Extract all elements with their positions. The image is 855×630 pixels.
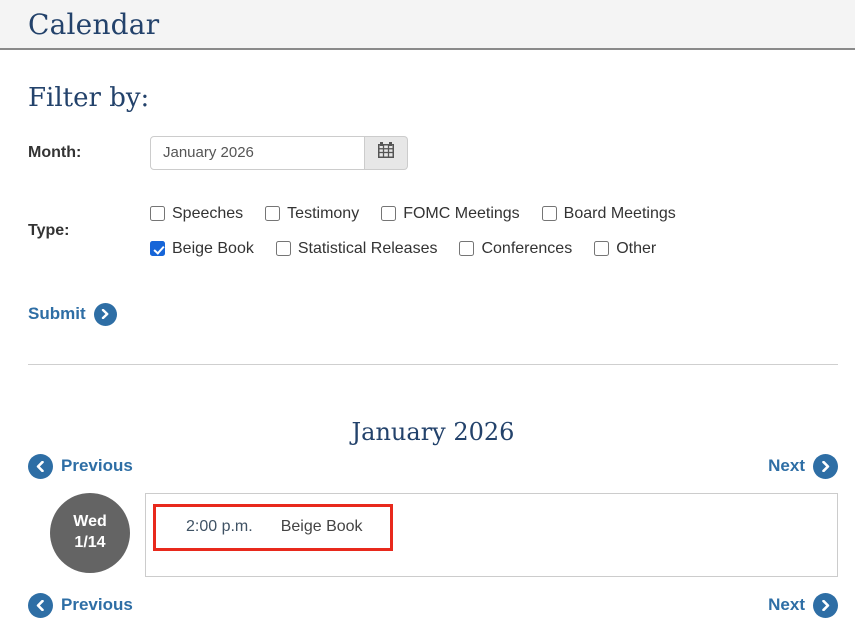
month-filter-row: Month: [28,135,838,170]
type-checkbox-rows: Speeches Testimony FOMC Meetings Board M… [150,205,676,258]
calendar-month-title: January 2026 [351,417,515,446]
checkbox-label: Other [616,239,657,257]
submit-button[interactable]: Submit [28,302,117,326]
date-picker-button[interactable] [365,135,408,170]
submit-label: Submit [28,304,86,324]
filter-heading: Filter by: [28,83,150,113]
type-checkbox-row-2: Beige Book Statistical Releases Conferen… [150,240,676,258]
chevron-left-icon [28,592,53,618]
checkbox-label: Statistical Releases [297,239,438,257]
event-day-badge: Wed 1/14 [50,492,130,573]
calendar-event-row: Wed 1/14 2:00 p.m. Beige Book [28,492,838,577]
checkbox-box[interactable] [275,241,291,257]
next-button[interactable]: Next [768,592,838,618]
checkbox-beige-book[interactable]: Beige Book [150,240,254,258]
month-label: Month: [28,143,82,161]
main-content: Filter by: Month: T [0,84,855,618]
checkbox-box[interactable] [265,206,281,222]
calendar-nav-bottom: Previous Next [28,592,838,618]
event-date: 1/14 [74,533,106,551]
checkbox-testimony[interactable]: Testimony [265,205,359,223]
chevron-right-icon [93,302,117,326]
checkbox-statistical-releases[interactable]: Statistical Releases [275,239,438,258]
calendar-icon [376,140,396,165]
checkbox-box[interactable] [381,206,397,222]
checkbox-board-meetings[interactable]: Board Meetings [541,204,676,223]
type-label: Type: [28,222,70,240]
event-day: Wed [73,512,107,530]
next-label: Next [768,595,805,615]
checkbox-fomc-meetings[interactable]: FOMC Meetings [381,204,520,223]
checkbox-box[interactable] [459,241,475,257]
calendar-nav-top: Previous Next [28,453,838,479]
month-input[interactable] [150,135,365,170]
previous-button[interactable]: Previous [28,453,133,479]
checkbox-box[interactable] [150,241,165,257]
checkbox-other[interactable]: Other [594,240,656,258]
checkbox-label: FOMC Meetings [403,204,520,222]
checkbox-box[interactable] [541,206,557,222]
checkbox-conferences[interactable]: Conferences [459,240,572,258]
checkbox-label: Testimony [287,204,360,222]
next-button[interactable]: Next [768,453,838,479]
event-time: 2:00 p.m. [186,518,253,536]
checkbox-label: Board Meetings [563,204,676,222]
chevron-left-icon [28,453,53,479]
previous-button[interactable]: Previous [28,592,133,618]
chevron-right-icon [813,453,838,479]
page-title: Calendar [28,7,160,41]
event-entry-highlighted[interactable]: 2:00 p.m. Beige Book [153,503,393,551]
previous-label: Previous [61,595,133,615]
month-input-group [150,135,408,170]
checkbox-box[interactable] [594,241,610,257]
type-filter-row: Type: Speeches Testimony FOMC Meetings B… [28,205,838,258]
next-label: Next [768,456,805,476]
chevron-right-icon [813,592,838,618]
type-checkbox-row-1: Speeches Testimony FOMC Meetings Board M… [150,205,676,223]
checkbox-speeches[interactable]: Speeches [150,205,243,223]
section-divider [28,363,838,365]
checkbox-label: Beige Book [172,239,254,257]
checkbox-box[interactable] [150,206,165,222]
page-header: Calendar [0,0,855,50]
checkbox-label: Speeches [172,204,244,222]
checkbox-label: Conferences [481,239,573,257]
previous-label: Previous [61,456,133,476]
event-title: Beige Book [280,518,363,536]
event-box: 2:00 p.m. Beige Book [145,492,838,577]
